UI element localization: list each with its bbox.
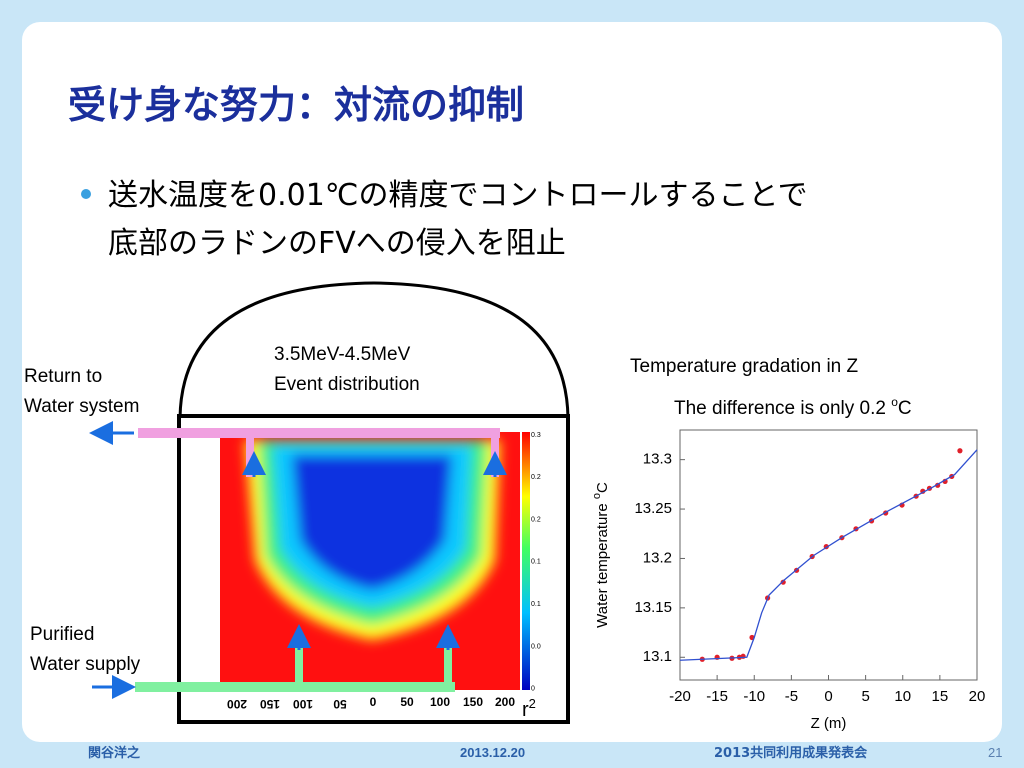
x-tick-label: 10 bbox=[894, 688, 911, 705]
x-tick-label: 5 bbox=[861, 688, 869, 705]
colorbar-labels: 0.3 0.2 0.2 0.1 0.1 0.0 0 bbox=[531, 432, 541, 693]
bullet-line: 底部のラドンのFVへの侵入を阻止 bbox=[108, 226, 566, 261]
chart-caption: Temperature gradation in Z bbox=[630, 356, 859, 377]
y-tick-label: 13.25 bbox=[634, 500, 672, 517]
supply-pipe bbox=[295, 640, 303, 688]
y-label-text: Water temperature bbox=[594, 499, 611, 628]
colorbar-label: 0.2 bbox=[531, 516, 541, 523]
fit-line bbox=[679, 449, 978, 661]
y-tick-label: 13.1 bbox=[643, 648, 672, 665]
y-axis-label: Water temperature oC bbox=[591, 482, 611, 628]
supply-label: Water supply bbox=[30, 654, 141, 675]
colorbar-label: 0 bbox=[531, 686, 535, 693]
x-tick-label: -20 bbox=[669, 688, 691, 705]
data-point bbox=[957, 448, 963, 454]
unit: C bbox=[898, 398, 912, 419]
flow-arrows bbox=[89, 421, 507, 699]
footer-page: 21 bbox=[988, 745, 1002, 760]
r-squared-label: r2 bbox=[522, 696, 536, 721]
r-axis-label: 150 bbox=[260, 697, 280, 711]
x-axis-label: Z (m) bbox=[811, 715, 847, 732]
y-tick-label: 13.15 bbox=[634, 599, 672, 616]
y-tick-label: 13.3 bbox=[643, 451, 672, 468]
colorbar-label: 0.0 bbox=[531, 643, 541, 650]
energy-label: 3.5MeV-4.5MeV bbox=[274, 344, 411, 365]
y-label-sup: o bbox=[591, 493, 603, 499]
r-axis-label: 200 bbox=[495, 695, 515, 709]
bullet-line: 送水温度を0.01℃の精度でコントロールすることで bbox=[108, 178, 808, 213]
note-text: The difference is only 0.2 bbox=[674, 398, 891, 419]
colorbar-label: 0.1 bbox=[531, 601, 541, 608]
sup: 2 bbox=[529, 696, 536, 711]
energy-label: Event distribution bbox=[274, 374, 420, 395]
return-pipe bbox=[138, 428, 500, 438]
heatmap bbox=[220, 432, 530, 690]
x-tick-label: 15 bbox=[932, 688, 949, 705]
x-tick-label: -10 bbox=[743, 688, 765, 705]
dome bbox=[178, 281, 570, 419]
r-axis-label: 0 bbox=[370, 695, 377, 709]
r-axis-labels: 200 150 100 50 0 50 100 150 200 bbox=[227, 695, 516, 711]
x-tick-label: -5 bbox=[785, 688, 798, 705]
colorbar-label: 0.3 bbox=[531, 432, 541, 439]
return-label: Return to bbox=[24, 366, 102, 387]
detector-diagram: 3.5MeV-4.5MeV Event distribution Return … bbox=[24, 281, 570, 724]
supply-pipe bbox=[444, 640, 452, 688]
sup: o bbox=[891, 395, 898, 409]
chart-note: The difference is only 0.2 oC bbox=[674, 395, 912, 419]
r-axis-label: 100 bbox=[293, 697, 313, 711]
data-point bbox=[780, 579, 786, 585]
r-axis-label: 50 bbox=[333, 697, 347, 711]
footer-event: 2013共同利用成果発表会 bbox=[714, 745, 868, 761]
return-label: Water system bbox=[24, 396, 139, 417]
r-axis-label: 150 bbox=[463, 695, 483, 709]
r-axis-label: 200 bbox=[227, 697, 247, 711]
x-tick-label: -15 bbox=[706, 688, 728, 705]
x-tick-label: 0 bbox=[824, 688, 832, 705]
bullet-dot bbox=[81, 189, 91, 199]
colorbar-label: 0.2 bbox=[531, 474, 541, 481]
colorbar-label: 0.1 bbox=[531, 559, 541, 566]
y-tick-label: 13.2 bbox=[643, 549, 672, 566]
r-axis-label: 100 bbox=[430, 695, 450, 709]
scatter-chart: 13.1 13.15 13.2 13.25 13.3 -20 -15 -10 -5 0 5 10 15 2… bbox=[591, 429, 986, 732]
plot-frame bbox=[679, 429, 978, 681]
supply-label: Purified bbox=[30, 624, 94, 645]
footer-author: 関谷洋之 bbox=[88, 745, 140, 761]
r: r bbox=[522, 699, 529, 721]
y-label-unit: C bbox=[594, 482, 611, 493]
x-tick-label: 20 bbox=[969, 688, 986, 705]
r-axis-label: 50 bbox=[400, 695, 414, 709]
slide-title: 受け身な努力：対流の抑制 bbox=[68, 83, 524, 127]
footer-date: 2013.12.20 bbox=[460, 745, 525, 760]
